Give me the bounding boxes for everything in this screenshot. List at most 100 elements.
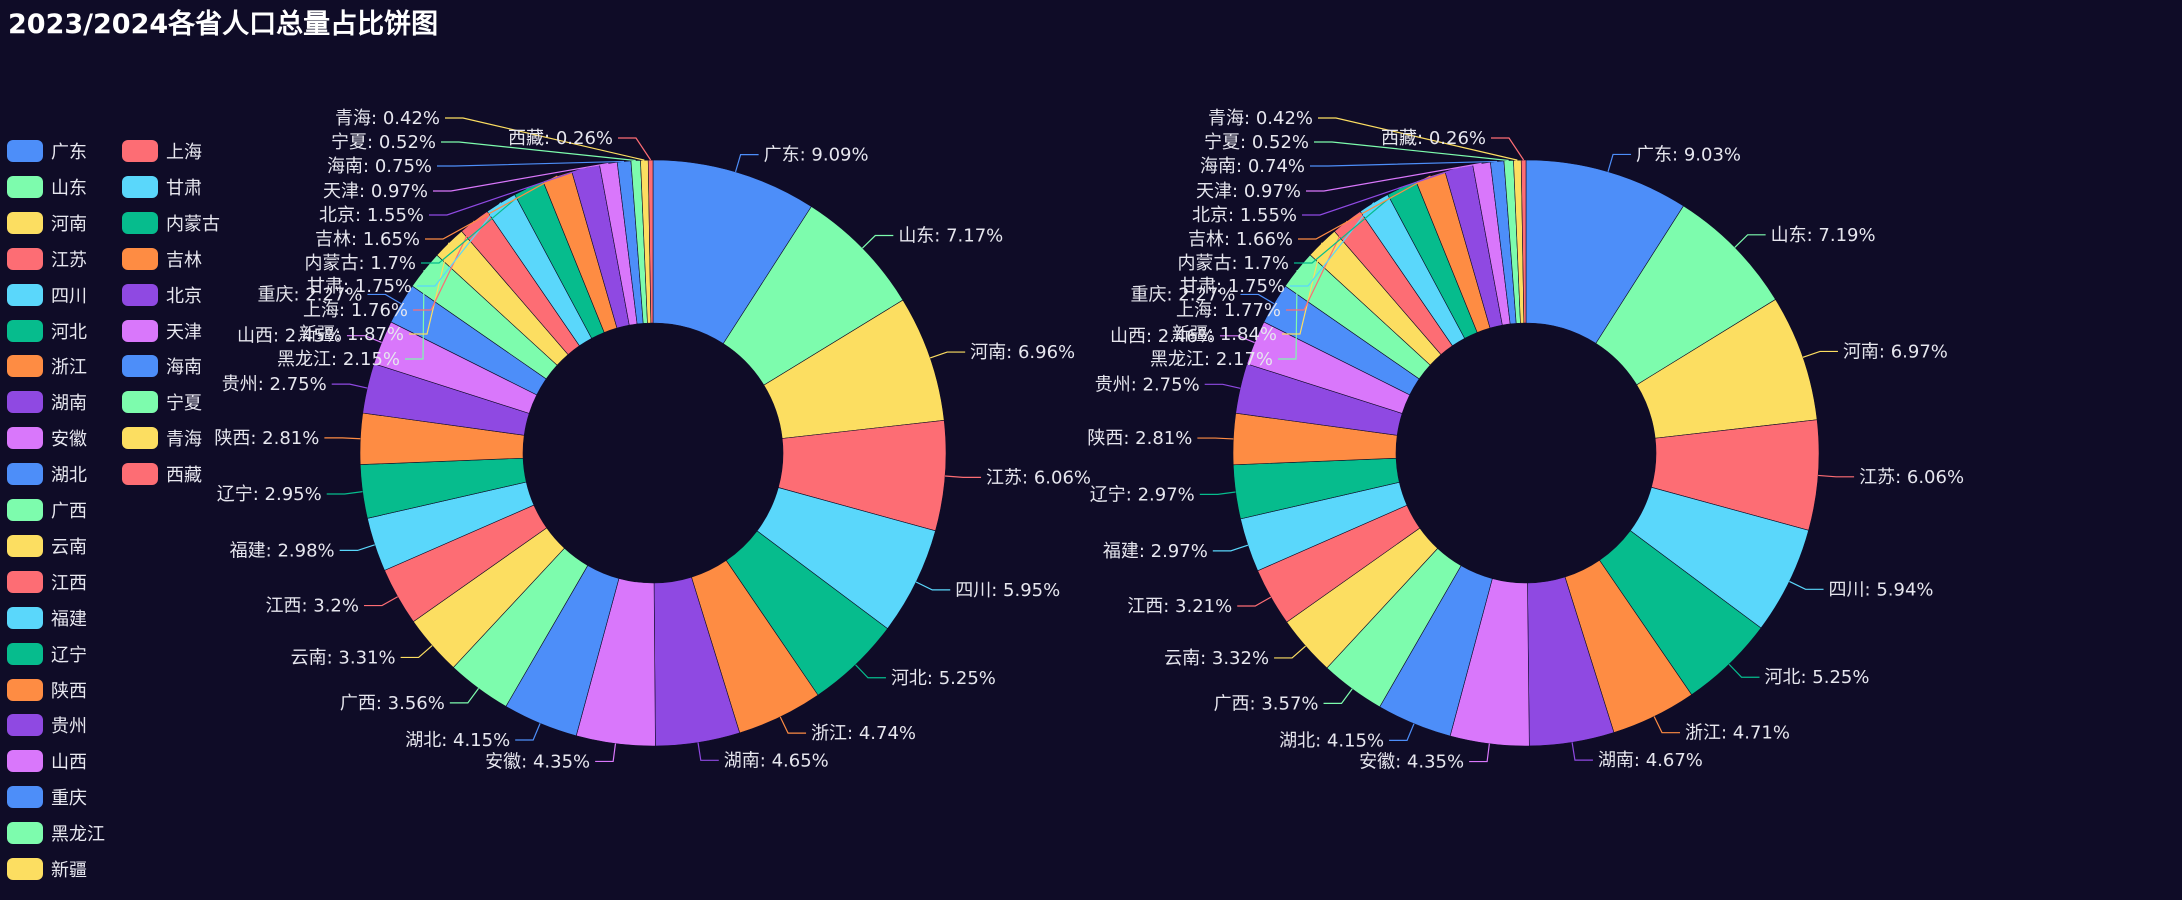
legend-item[interactable]: 内蒙古: [122, 211, 220, 235]
slice-label: 辽宁: 2.97%: [1090, 484, 1195, 505]
slice-label: 重庆: 2.27%: [1130, 284, 1235, 305]
legend-item[interactable]: 江西: [7, 570, 87, 594]
pie-chart: 广东: 9.03% 山东: 7.19% 河南: 6.97% 江苏: 6.06% 四川: …: [1087, 108, 1964, 773]
legend-item[interactable]: 宁夏: [122, 390, 202, 414]
legend-item[interactable]: 河南: [7, 211, 87, 235]
slice-label: 甘肃: 1.75%: [1180, 276, 1285, 297]
slice-label: 陕西: 2.81%: [1087, 428, 1192, 449]
legend-label: 新疆: [51, 860, 87, 881]
legend-item[interactable]: 广西: [7, 498, 87, 522]
slice-label: 北京: 1.55%: [319, 205, 424, 226]
legend-swatch: [7, 140, 43, 162]
leader-line: [1491, 137, 1525, 161]
slice-label: 江西: 3.2%: [265, 596, 359, 617]
leader-line: [1278, 270, 1298, 360]
leader-line: [429, 167, 586, 216]
legend-item[interactable]: 贵州: [7, 713, 87, 737]
legend-item[interactable]: 吉林: [122, 247, 202, 271]
slice-label: 西藏: 0.26%: [1381, 128, 1486, 149]
legend-item[interactable]: 辽宁: [7, 642, 87, 666]
leader-line: [1318, 117, 1518, 161]
legend-label: 海南: [166, 357, 202, 379]
slice-label: 云南: 3.32%: [1164, 648, 1269, 669]
legend-item[interactable]: 黑龙江: [7, 821, 105, 845]
pie-slice[interactable]: [647, 159, 654, 324]
slice-label: 湖南: 4.65%: [724, 750, 829, 771]
slice-label: 河北: 5.25%: [891, 668, 996, 689]
leader-line: [862, 234, 894, 249]
legend-item[interactable]: 重庆: [7, 785, 87, 809]
legend-label: 江西: [51, 572, 87, 594]
slice-label: 江西: 3.21%: [1127, 596, 1232, 617]
legend-label: 福建: [51, 608, 87, 630]
legend-item[interactable]: 青海: [122, 426, 202, 450]
legend-label: 山东: [51, 177, 87, 199]
legend-item[interactable]: 湖北: [7, 462, 87, 486]
leader-line: [400, 645, 433, 659]
legend-swatch: [7, 858, 43, 880]
slice-label: 青海: 0.42%: [1208, 108, 1313, 129]
legend: 广东山东河南江苏四川河北浙江湖南安徽湖北广西云南江西福建辽宁陕西贵州山西重庆黑龙…: [7, 139, 267, 899]
legend-item[interactable]: 安徽: [7, 426, 87, 450]
leader-line: [1294, 187, 1403, 264]
leader-line: [367, 293, 402, 305]
legend-swatch: [122, 391, 158, 414]
legend-swatch: [7, 175, 43, 198]
leader-line: [1290, 202, 1375, 287]
legend-item[interactable]: 四川: [7, 283, 87, 307]
legend-item[interactable]: 云南: [7, 534, 87, 558]
leader-line: [331, 383, 368, 389]
slice-label: 吉林: 1.65%: [315, 229, 420, 250]
legend-item[interactable]: 北京: [122, 283, 202, 307]
leader-line: [1314, 141, 1509, 162]
legend-item[interactable]: 广东: [7, 139, 87, 163]
legend-item[interactable]: 新疆: [7, 857, 87, 881]
legend-label: 青海: [166, 429, 202, 451]
legend-item[interactable]: 上海: [122, 139, 202, 163]
legend-swatch: [7, 355, 43, 378]
leader-line: [433, 162, 609, 192]
legend-item[interactable]: 天津: [122, 319, 202, 343]
legend-swatch: [7, 247, 43, 270]
legend-swatch: [7, 786, 43, 809]
pie-slice[interactable]: [1520, 159, 1527, 324]
legend-swatch: [7, 463, 43, 486]
legend-item[interactable]: 甘肃: [122, 175, 202, 199]
pie-chart: 广东: 9.09% 山东: 7.17% 河南: 6.96% 江苏: 6.06% 四川: …: [214, 108, 1091, 772]
legend-item[interactable]: 福建: [7, 606, 87, 630]
legend-item[interactable]: 西藏: [122, 462, 202, 486]
leader-line: [1197, 437, 1234, 440]
legend-label: 湖北: [51, 465, 87, 487]
legend-item[interactable]: 山西: [7, 749, 87, 773]
slice-label: 广西: 3.56%: [340, 693, 445, 714]
legend-item[interactable]: 湖南: [7, 390, 87, 414]
leader-line: [1571, 742, 1593, 761]
slice-label: 黑龙江: 2.17%: [1150, 349, 1273, 370]
slice-label: 浙江: 4.74%: [811, 723, 916, 744]
legend-swatch: [7, 678, 43, 701]
slice-label: 内蒙古: 1.7%: [304, 253, 416, 274]
legend-item[interactable]: 海南: [122, 354, 202, 378]
legend-swatch: [122, 463, 158, 486]
legend-item[interactable]: 浙江: [7, 354, 87, 378]
slice-label: 海南: 0.74%: [1200, 156, 1305, 177]
leader-line: [1199, 491, 1236, 496]
slice-label: 宁夏: 0.52%: [331, 132, 436, 153]
leader-line: [441, 141, 636, 162]
leader-line: [1298, 175, 1431, 240]
slice-label: 湖北: 4.15%: [1279, 730, 1384, 751]
legend-item[interactable]: 河北: [7, 319, 87, 343]
legend-item[interactable]: 江苏: [7, 247, 87, 271]
slice-label: 海南: 0.75%: [327, 156, 432, 177]
leader-line: [1389, 723, 1415, 741]
leader-line: [779, 716, 807, 734]
leader-line: [1212, 544, 1249, 552]
leader-line: [595, 743, 617, 763]
legend-swatch: [7, 570, 43, 593]
legend-item[interactable]: 山东: [7, 175, 87, 199]
leader-line: [1282, 242, 1323, 335]
slice-label: 浙江: 4.71%: [1685, 723, 1790, 744]
slice-label: 四川: 5.95%: [955, 580, 1060, 601]
leader-line: [417, 202, 502, 287]
legend-item[interactable]: 陕西: [7, 678, 87, 702]
